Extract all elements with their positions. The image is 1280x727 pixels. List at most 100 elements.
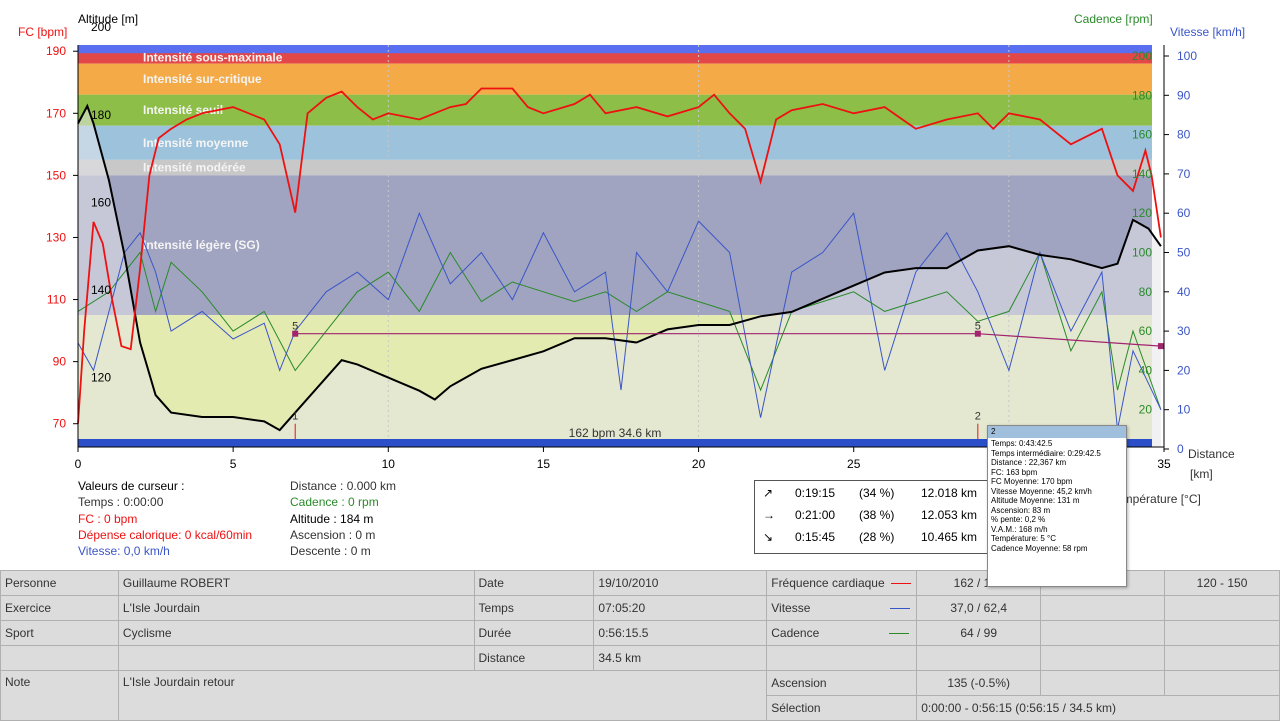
distance-label: Distance — [473, 645, 595, 671]
altitude-tick-label: 140 — [91, 283, 111, 297]
tooltip-line: Temps intermédiaire: 0:29:42.5 — [991, 448, 1101, 458]
empty-cell — [1164, 670, 1280, 696]
lap-row-up: ↗ 0:19:15 (34 %) 12.018 km — [755, 483, 995, 503]
altitude-axis-title: Altitude [m] — [78, 12, 139, 26]
selection-handle — [292, 330, 299, 337]
lap-pct: (38 %) — [859, 508, 895, 522]
cadence-tick-label: 140 — [1132, 167, 1152, 181]
sport-value: Cyclisme — [117, 620, 475, 646]
table-row: Distance 34.5 km — [0, 645, 1280, 671]
fc-legend-swatch — [890, 583, 911, 585]
arrow-up-right-icon: ↗ — [763, 486, 774, 500]
chart-area[interactable]: Intensité sous-maximale Intensité sur-cri… — [0, 0, 1280, 475]
empty-cell — [0, 645, 119, 671]
x-tick-label: 5 — [230, 457, 237, 471]
x-tick-label: 35 — [1157, 457, 1171, 471]
sport-label: Sport — [0, 620, 119, 646]
tooltip-line: FC Moyenne: 170 bpm — [991, 477, 1073, 486]
zone-label: Intensité seuil — [143, 103, 223, 117]
date-value: 19/10/2010 — [593, 570, 768, 596]
cursor-depense: Dépense calorique: 0 kcal/60min — [78, 527, 253, 542]
note-label: Note — [0, 670, 119, 721]
vitesse-tick-label: 40 — [1177, 285, 1191, 299]
zone-band — [78, 125, 1152, 160]
exercise-info-table: Personne Guillaume ROBERT Date 19/10/201… — [0, 570, 1280, 721]
bottom-bar — [78, 439, 1152, 447]
lap-pct: (28 %) — [859, 530, 895, 544]
selection-handle — [974, 330, 981, 337]
altitude-tick-label: 120 — [91, 371, 111, 385]
fc-label-cell: Fréquence cardiaque — [766, 570, 918, 596]
lap-time: 0:19:15 — [795, 486, 836, 500]
marker-label: 1 — [292, 411, 298, 423]
zone-label: Intensité sous-maximale — [143, 50, 283, 64]
marker-label: 5 — [975, 321, 981, 333]
personne-label: Personne — [0, 570, 119, 596]
empty-cell — [1164, 645, 1280, 671]
tooltip-line: FC: 163 bpm — [991, 467, 1038, 477]
vitesse-value: 37,0 / 62,4 — [916, 595, 1042, 621]
empty-cell — [1164, 620, 1280, 646]
vitesse-axis-title: Vitesse [km/h] — [1170, 25, 1246, 39]
series-line-vitesse — [77, 211, 1162, 430]
selection-value: 0:00:00 - 0:56:15 (0:56:15 / 34.5 km) — [916, 695, 1280, 721]
cursor-ascension: Ascension : 0 m — [290, 527, 376, 542]
marker-label: 2 — [975, 411, 981, 423]
cursor-title: Valeurs de curseur : — [78, 479, 185, 493]
lap-dist: 12.053 km — [921, 508, 978, 522]
lap-row-flat: → 0:21:00 (38 %) 12.053 km — [755, 505, 995, 525]
tooltip-line: % pente: 0,2 % — [991, 515, 1046, 524]
point-tooltip: 2 Temps: 0:43:42.5 Temps intermédiaire: … — [987, 425, 1127, 587]
tooltip-line: Temps: 0:43:42.5 — [991, 439, 1053, 448]
vitesse-tick-label: 10 — [1177, 403, 1191, 417]
zone-band — [78, 51, 1152, 64]
vitesse-label-cell: Vitesse — [766, 595, 918, 621]
empty-cell — [766, 645, 918, 671]
fc-tick-label: 170 — [46, 106, 66, 120]
fc-tick-label: 70 — [53, 417, 67, 431]
zone-band-top — [78, 45, 1152, 54]
cadence-axis-title: Cadence [rpm] — [1074, 12, 1153, 26]
temps-value: 07:05:20 — [593, 595, 768, 621]
series-line-altitude — [77, 103, 1162, 432]
empty-cell — [117, 645, 475, 671]
cursor-distance: Distance : 0.000 km — [290, 479, 397, 493]
tooltip-line: Cadence Moyenne: 58 rpm — [991, 543, 1088, 553]
vitesse-tick-label: 80 — [1177, 128, 1191, 142]
vitesse-tick-label: 70 — [1177, 167, 1191, 181]
lap-row-down: ↘ 0:15:45 (28 %) 10.465 km — [755, 527, 995, 547]
cadence-tick-label: 200 — [1132, 49, 1152, 63]
cursor-descente: Descente : 0 m — [290, 544, 371, 559]
fc-tick-label: 130 — [46, 230, 66, 244]
table-row: Sport Cyclisme Durée 0:56:15.5 Cadence 6… — [0, 620, 1280, 646]
empty-cell — [916, 645, 1042, 671]
arrow-right-icon: → — [763, 508, 775, 522]
vitesse-tick-label: 50 — [1177, 246, 1191, 260]
selection-handle — [1157, 343, 1164, 350]
cadence-value: 64 / 99 — [916, 620, 1042, 646]
empty-cell — [1040, 645, 1166, 671]
marker-label: 5 — [292, 321, 298, 333]
lap-time: 0:15:45 — [795, 530, 836, 544]
cadence-tick-label: 80 — [1139, 285, 1153, 299]
zone-band — [78, 159, 1152, 176]
altitude-tick-label: 160 — [91, 195, 111, 209]
tooltip-body: Temps: 0:43:42.5 Temps intermédiaire: 0:… — [988, 438, 1126, 554]
vitesse-tick-label: 90 — [1177, 88, 1191, 102]
selection-label: Sélection — [766, 695, 918, 721]
table-row: Note L'Isle Jourdain retour Ascension 13… — [0, 670, 1280, 721]
cadence-tick-label: 20 — [1139, 403, 1153, 417]
ascension-value: 135 (-0.5%) — [916, 670, 1042, 696]
x-tick-label: 0 — [75, 457, 82, 471]
cadence-label: Cadence — [771, 626, 820, 640]
cursor-cadence: Cadence : 0 rpm — [290, 495, 379, 510]
zone-band — [78, 94, 1152, 126]
cursor-values-panel: Valeurs de curseur : Temps : 0:00:00 FC … — [78, 478, 758, 568]
lap-dist: 12.018 km — [921, 486, 978, 500]
tooltip-line: Température: 5 °C — [991, 534, 1057, 543]
duree-label: Durée — [473, 620, 595, 646]
fc-tick-label: 150 — [46, 168, 66, 182]
x-tick-label: 15 — [537, 457, 551, 471]
distance-axis-unit: [km] — [1190, 467, 1213, 481]
empty-cell — [1040, 670, 1166, 696]
